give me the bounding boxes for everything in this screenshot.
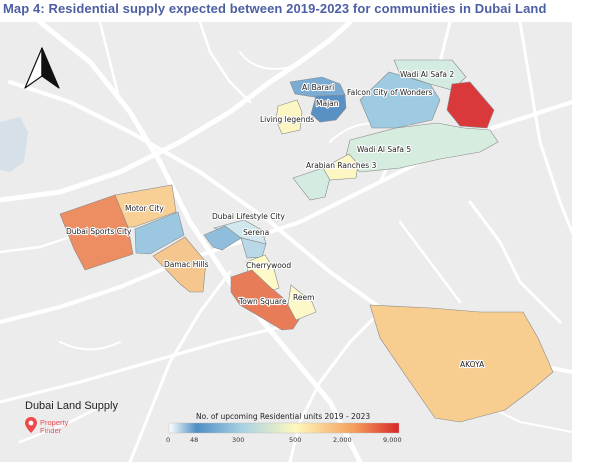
label-wadi-al-safa-2: Wadi Al Safa 2 [400,70,454,79]
legend-title: No. of upcoming Residential units 2019 -… [196,412,370,421]
community-falcon-city[interactable] [359,71,441,129]
label-al-barari: Al Barari [302,83,334,92]
property-finder-logo: Property Finder [25,417,69,435]
brand-name-line2: Finder [40,426,62,435]
community-living-legends[interactable] [275,99,303,135]
legend-tick-4: 2,000 [333,436,352,444]
community-serena[interactable] [203,225,242,251]
legend: No. of upcoming Residential units 2019 -… [166,412,402,444]
label-falcon-city: Falcon City of Wonders [347,88,433,97]
community-arabian-ranches-3[interactable] [322,153,359,181]
community-wadi-al-safa-5[interactable] [344,122,499,173]
map-label: Dubai Land Supply [25,400,118,412]
community-town-square[interactable] [230,269,301,331]
legend-tick-2: 300 [232,436,244,444]
community-majan[interactable] [310,94,347,123]
community-motor-city[interactable] [114,184,177,228]
community-akoya[interactable] [369,304,554,423]
legend-tick-1: 48 [190,436,198,444]
label-cherrywood: Cherrywood [246,261,291,270]
label-town-square: Town Square [238,297,287,306]
label-reem: Reem [293,293,314,302]
label-dubai-sports-city: Dubai Sports City [66,227,132,236]
label-serena: Serena [243,228,269,237]
label-arabian-ranches-3: Arabian Ranches 3 [306,161,377,170]
legend-color-bar [168,422,400,434]
label-living-legends: Living legends [260,115,314,124]
label-majan: Majan [316,99,339,108]
map-title: Map 4: Residential supply expected betwe… [3,1,547,16]
brand-name-line1: Property [40,418,69,427]
water-body [0,117,28,172]
community-wadi-al-safa-5-west[interactable] [292,167,331,201]
legend-tick-3: 500 [289,436,301,444]
label-dubai-lifestyle-city: Dubai Lifestyle City [212,212,285,221]
north-arrow-icon [24,47,60,89]
community-blue-parcel[interactable] [134,211,185,255]
community-reem[interactable] [287,284,317,321]
community-high-supply[interactable] [446,81,495,129]
legend-tick-5: 9,000 [383,436,402,444]
label-akoya: AKOYA [460,360,485,369]
community-damac-hills[interactable] [152,236,207,293]
map-canvas[interactable]: Dubai Sports City Motor City Damac Hills… [0,22,572,462]
community-labels: Dubai Sports City Motor City Damac Hills… [65,69,486,370]
legend-tick-0: 0 [166,436,170,444]
label-damac-hills: Damac Hills [164,260,209,269]
community-layer[interactable] [59,59,554,423]
label-motor-city: Motor City [125,204,164,213]
label-wadi-al-safa-5: Wadi Al Safa 5 [357,145,411,154]
